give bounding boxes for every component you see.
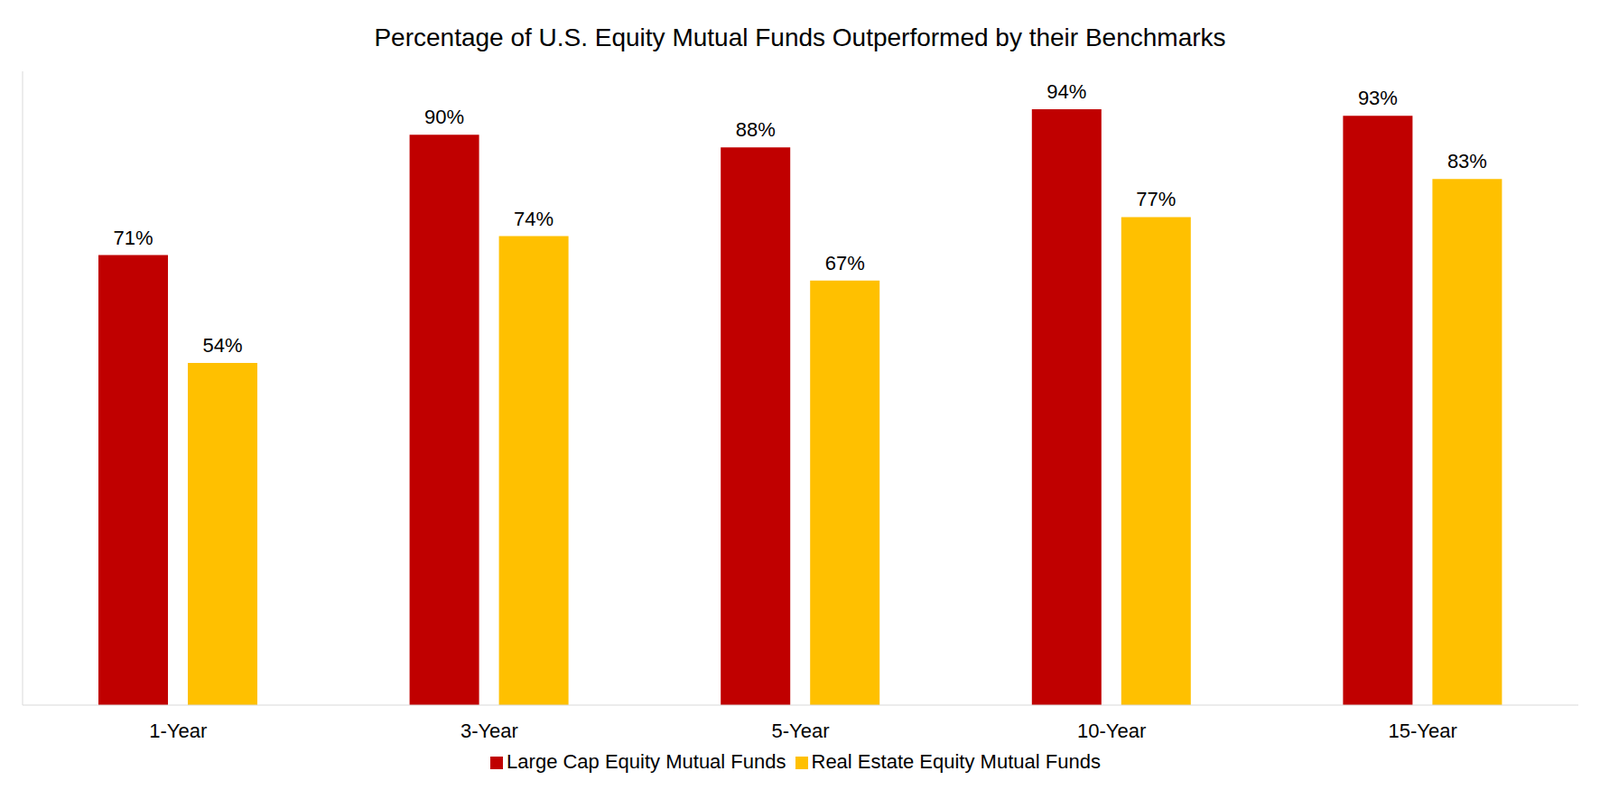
svg-text:5-Year: 5-Year	[771, 719, 829, 743]
svg-text:15-Year: 15-Year	[1388, 719, 1458, 743]
html-text:Real Estate Equity Mutual Fund: Real Estate Equity Mutual Funds	[811, 750, 1101, 773]
svg-text:77%: 77%	[1135, 187, 1176, 211]
svg-text:88%: 88%	[735, 118, 776, 141]
svg-text:83%: 83%	[1447, 149, 1488, 173]
svg-text:90%: 90%	[424, 105, 465, 129]
svg-text:93%: 93%	[1358, 86, 1398, 110]
html-text:Large Cap Equity Mutual Funds: Large Cap Equity Mutual Funds	[506, 750, 787, 773]
html-text:Percentage of U.S. Equity Mutu: Percentage of U.S. Equity Mutual Funds O…	[374, 23, 1226, 52]
svg-text:67%: 67%	[825, 251, 866, 275]
svg-text:54%: 54%	[202, 334, 242, 357]
svg-text:10-Year: 10-Year	[1077, 719, 1146, 743]
svg-text:74%: 74%	[513, 207, 554, 231]
svg-text:1-Year: 1-Year	[148, 719, 207, 743]
svg-text:94%: 94%	[1046, 80, 1087, 103]
svg-text:3-Year: 3-Year	[460, 719, 519, 743]
svg-text:71%: 71%	[112, 226, 153, 250]
